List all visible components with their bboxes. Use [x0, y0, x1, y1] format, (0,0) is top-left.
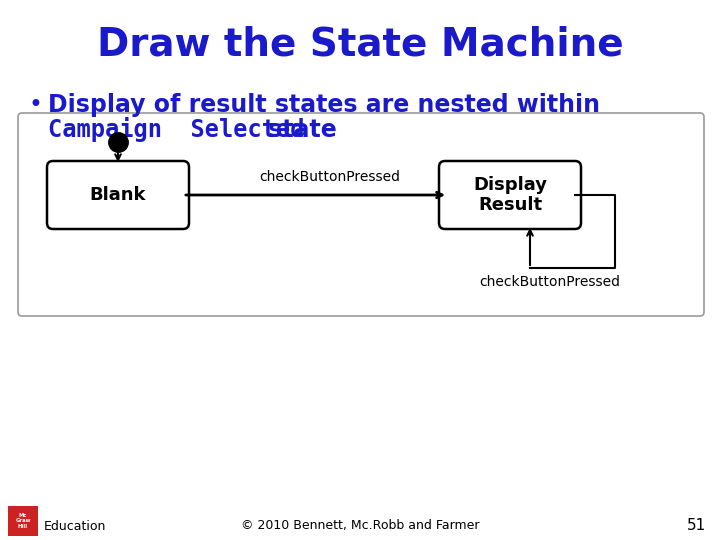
FancyBboxPatch shape — [47, 161, 189, 229]
Text: checkButtonPressed: checkButtonPressed — [259, 170, 400, 184]
Text: Draw the State Machine: Draw the State Machine — [96, 26, 624, 64]
Text: Display of result states are nested within: Display of result states are nested with… — [48, 93, 600, 117]
Text: state: state — [260, 118, 337, 142]
Text: Campaign  Selected: Campaign Selected — [48, 118, 305, 143]
Text: Education: Education — [44, 519, 107, 532]
Text: Display
Result: Display Result — [473, 176, 547, 214]
Text: Blank: Blank — [90, 186, 146, 204]
Text: © 2010 Bennett, Mc.Robb and Farmer: © 2010 Bennett, Mc.Robb and Farmer — [240, 518, 480, 531]
FancyBboxPatch shape — [439, 161, 581, 229]
Text: checkButtonPressed: checkButtonPressed — [480, 275, 621, 289]
Text: Mc
Graw
Hill: Mc Graw Hill — [15, 512, 31, 529]
Text: •: • — [28, 93, 42, 117]
FancyBboxPatch shape — [8, 506, 38, 536]
FancyBboxPatch shape — [18, 113, 704, 316]
Text: 51: 51 — [687, 517, 706, 532]
